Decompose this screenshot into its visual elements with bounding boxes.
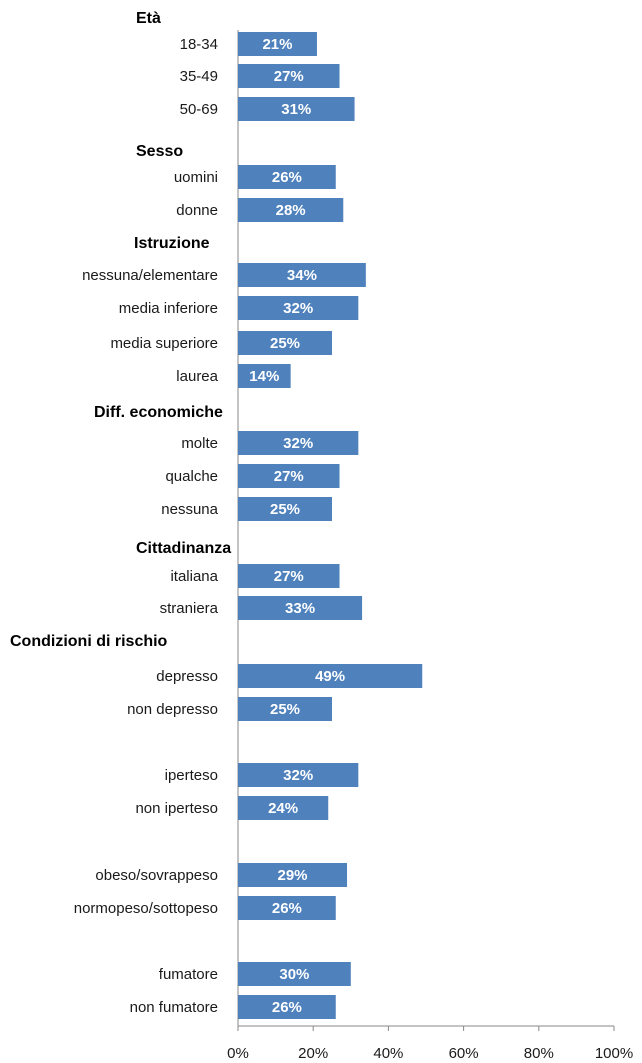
category-label: uomini — [174, 169, 218, 186]
bar — [238, 596, 363, 620]
category-label: non iperteso — [135, 800, 218, 817]
category-label: media inferiore — [119, 300, 218, 317]
bar — [238, 331, 332, 355]
bar-value-label: 29% — [278, 867, 308, 884]
group-header: Diff. economiche — [94, 404, 223, 421]
bar — [238, 763, 359, 787]
bar — [238, 64, 340, 88]
bar — [238, 962, 351, 986]
x-tick-label: 0% — [227, 1045, 249, 1062]
bar-value-label: 27% — [274, 568, 304, 585]
bar-value-label: 25% — [270, 501, 300, 518]
category-label: obeso/sovrappeso — [95, 867, 218, 884]
bar-value-label: 25% — [270, 701, 300, 718]
bar — [238, 296, 359, 320]
bar-value-label: 25% — [270, 335, 300, 352]
bar-value-label: 14% — [249, 368, 279, 385]
bar — [238, 263, 366, 287]
category-label: molte — [181, 435, 218, 452]
bar-value-label: 34% — [287, 267, 317, 284]
category-label: nessuna/elementare — [82, 267, 218, 284]
group-header: Età — [136, 10, 161, 27]
bar — [238, 431, 359, 455]
category-label: donne — [176, 202, 218, 219]
x-tick-label: 80% — [524, 1045, 554, 1062]
bar-value-label: 21% — [262, 36, 292, 53]
bar-value-label: 26% — [272, 999, 302, 1016]
category-label: 35-49 — [180, 68, 218, 85]
x-tick-label: 40% — [373, 1045, 403, 1062]
category-label: normopeso/sottopeso — [74, 900, 218, 917]
bar — [238, 32, 317, 56]
bar — [238, 863, 348, 887]
group-header: Cittadinanza — [136, 540, 231, 557]
bar — [238, 497, 332, 521]
bar — [238, 796, 329, 820]
bar — [238, 664, 423, 688]
category-label: nessuna — [161, 501, 218, 518]
bar-value-label: 32% — [283, 300, 313, 317]
bar — [238, 564, 340, 588]
category-label: fumatore — [159, 966, 218, 983]
category-label: non fumatore — [130, 999, 218, 1016]
category-label: straniera — [160, 600, 219, 617]
group-header: Istruzione — [134, 235, 210, 252]
category-label: qualche — [165, 468, 218, 485]
bar — [238, 464, 340, 488]
category-label: non depresso — [127, 701, 218, 718]
category-label: iperteso — [165, 767, 218, 784]
bar — [238, 364, 291, 388]
bar — [238, 896, 336, 920]
bar-value-label: 33% — [285, 600, 315, 617]
x-tick-label: 100% — [595, 1045, 633, 1062]
x-tick-label: 60% — [449, 1045, 479, 1062]
category-label: italiana — [170, 568, 218, 585]
category-label: laurea — [176, 368, 218, 385]
bar — [238, 97, 355, 121]
bar-value-label: 26% — [272, 900, 302, 917]
group-header: Sesso — [136, 143, 183, 160]
category-label: 18-34 — [180, 36, 218, 53]
category-label: media superiore — [110, 335, 218, 352]
bar — [238, 995, 336, 1019]
bar — [238, 697, 332, 721]
bar-value-label: 26% — [272, 169, 302, 186]
x-tick-label: 20% — [298, 1045, 328, 1062]
bar-value-label: 32% — [283, 767, 313, 784]
bar-value-label: 24% — [268, 800, 298, 817]
bar-value-label: 32% — [283, 435, 313, 452]
bar-value-label: 31% — [281, 101, 311, 118]
category-label: 50-69 — [180, 101, 218, 118]
bar-value-label: 27% — [274, 468, 304, 485]
bar — [238, 198, 344, 222]
category-label: depresso — [156, 668, 218, 685]
bar-value-label: 28% — [276, 202, 306, 219]
bar-value-label: 27% — [274, 68, 304, 85]
bar — [238, 165, 336, 189]
bar-value-label: 30% — [279, 966, 309, 983]
group-header: Condizioni di rischio — [10, 633, 168, 650]
bar-value-label: 49% — [315, 668, 345, 685]
